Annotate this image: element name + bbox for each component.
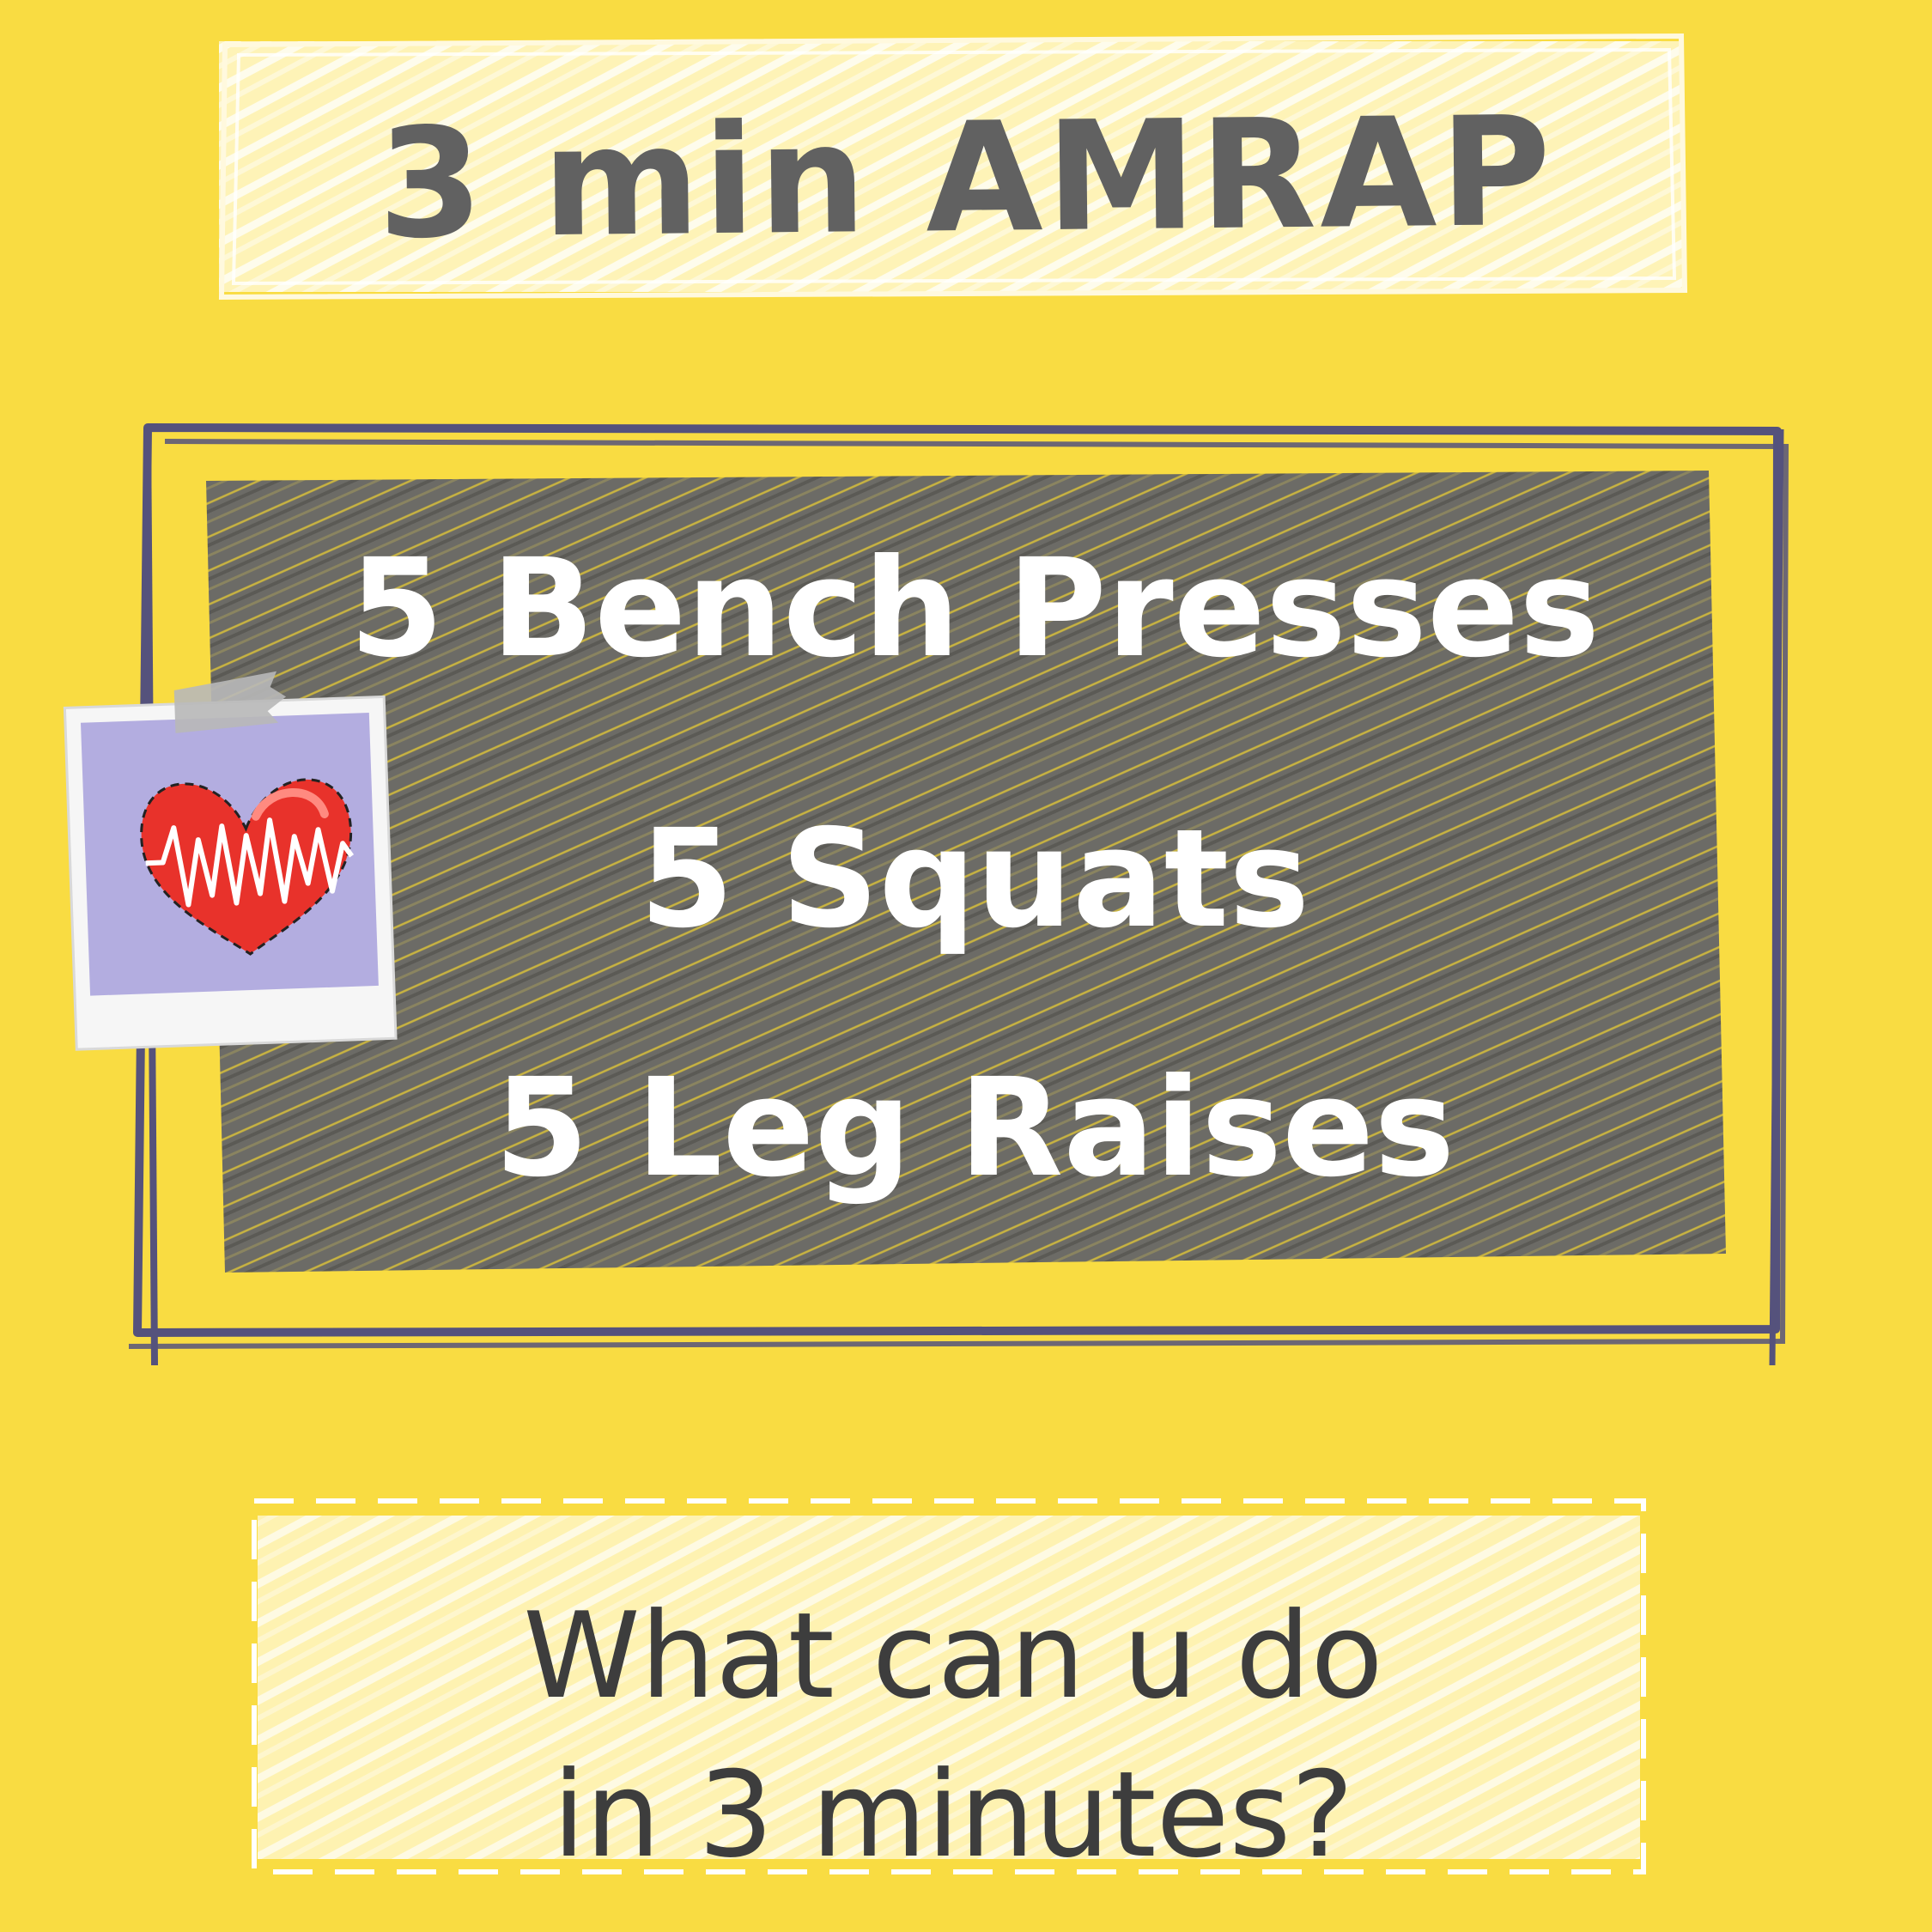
exercise-leg-raises: 5 Leg Raises — [494, 1049, 1455, 1207]
heart-rate-photo-icon — [63, 671, 398, 1051]
exercise-bench-presses: 5 Bench Presses — [349, 530, 1601, 688]
page-title: 3 min AMRAP — [376, 83, 1556, 273]
question-line-1: What can u do — [523, 1587, 1383, 1725]
exercise-board — [128, 423, 1789, 1366]
exercise-squats: 5 Squats — [639, 800, 1310, 958]
title-box — [218, 33, 1688, 301]
question-box — [252, 1498, 1646, 1874]
question-line-2: in 3 minutes? — [552, 1746, 1354, 1884]
